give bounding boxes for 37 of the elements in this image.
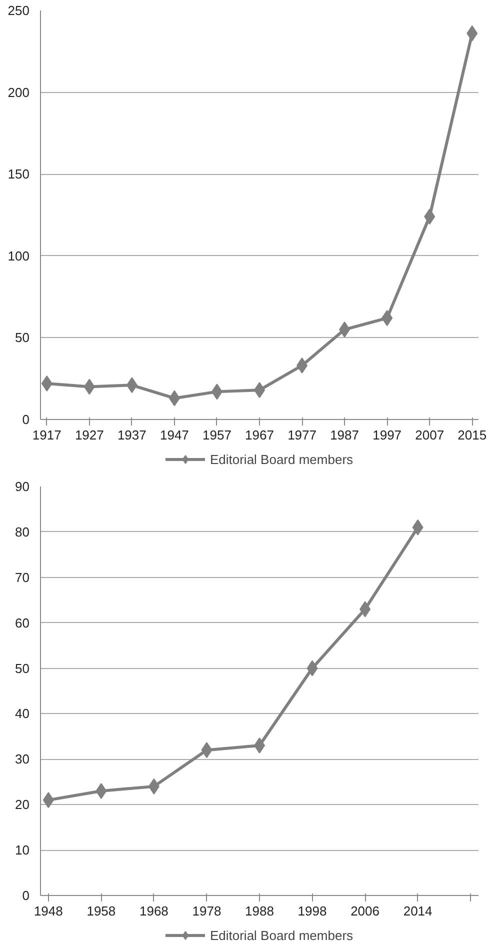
x-tick-label: 1947 (160, 428, 189, 442)
y-tick-label: 30 (15, 752, 30, 767)
y-tick-label: 90 (15, 479, 30, 494)
y-tick-label: 250 (8, 3, 30, 18)
x-tick-label: 1978 (192, 904, 222, 918)
y-tick-label: 100 (8, 248, 30, 264)
x-tick-label: 1958 (86, 904, 116, 918)
y-tick-label: 70 (15, 570, 30, 585)
y-tick-label: 0 (22, 888, 30, 903)
y-tick-label: 0 (22, 412, 30, 427)
x-tick-label: 2014 (403, 904, 432, 918)
x-tick-label: 1927 (74, 428, 104, 442)
x-tick-label: 1937 (117, 428, 146, 442)
legend-label: Editorial Board members (210, 452, 354, 466)
y-tick-label: 150 (8, 166, 30, 182)
y-tick-label: 50 (15, 330, 30, 346)
x-tick-label: 1967 (245, 428, 274, 442)
x-tick-label: 1968 (140, 904, 168, 918)
x-tick-label: 1987 (330, 428, 360, 442)
y-tick-label: 40 (15, 706, 30, 722)
y-tick-label: 60 (15, 615, 30, 630)
x-tick-label: 2006 (350, 904, 380, 918)
x-tick-label: 1948 (34, 904, 63, 918)
x-tick-label: 1977 (288, 428, 316, 442)
x-tick-label: 2007 (415, 428, 444, 442)
x-tick-label: 1957 (202, 428, 232, 442)
y-tick-label: 80 (15, 524, 30, 540)
y-tick-label: 200 (8, 84, 30, 100)
x-tick-label: 1997 (372, 428, 402, 442)
x-tick-label: 1988 (245, 904, 274, 918)
legend-label: Editorial Board members (210, 928, 354, 942)
x-tick-label: 1917 (32, 428, 62, 442)
y-tick-label: 10 (15, 842, 30, 858)
x-tick-label: 1998 (298, 904, 327, 918)
y-tick-label: 20 (15, 797, 30, 812)
y-tick-label: 50 (15, 660, 30, 676)
x-tick-label: 2015 (458, 428, 487, 442)
